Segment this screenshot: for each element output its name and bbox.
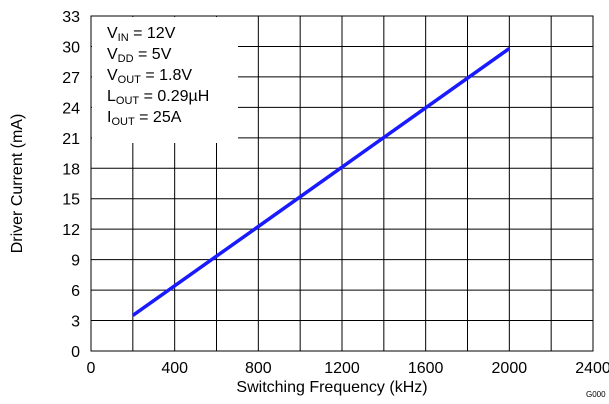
x-tick-label: 2000: [492, 360, 528, 377]
condition-iout: IOUT = 25A: [107, 109, 182, 128]
x-tick-label: 1200: [324, 360, 360, 377]
y-tick-label: 33: [62, 9, 80, 26]
condition-lout: LOUT = 0.29µH: [107, 88, 210, 107]
series-layer: [131, 47, 511, 317]
x-axis-title: Switching Frequency (kHz): [236, 379, 427, 396]
y-tick-label: 6: [71, 283, 80, 300]
x-tick-label: 2400: [575, 360, 609, 377]
y-tick-label: 12: [62, 222, 80, 239]
x-tick-label: 0: [87, 360, 96, 377]
conditions-box: VIN = 12V VDD = 5V VOUT = 1.8V LOUT = 0.…: [92, 17, 238, 143]
x-tick-label: 800: [245, 360, 272, 377]
y-axis-title: Driver Current (mA): [9, 114, 26, 254]
y-tick-label: 27: [62, 70, 80, 87]
figure-id: G000: [586, 390, 606, 399]
series-line: [131, 47, 511, 317]
y-tick-label: 18: [62, 161, 80, 178]
x-tick-label: 400: [161, 360, 188, 377]
y-tick-label: 30: [62, 39, 80, 56]
y-tick-label: 9: [71, 253, 80, 270]
y-tick-label: 21: [62, 131, 80, 148]
y-tick-label: 15: [62, 192, 80, 209]
y-tick-label: 24: [62, 100, 80, 117]
x-tick-label: 1600: [408, 360, 444, 377]
condition-vdd: VDD = 5V: [107, 46, 172, 65]
plot-frame: [90, 15, 594, 352]
condition-vin: VIN = 12V: [107, 25, 176, 44]
tick-labels: 0 400 800 1200 1600 2000 2400 0 3 6 9 12 15 18 21 24 27 3…: [62, 9, 609, 377]
y-tick-label: 0: [71, 344, 80, 361]
y-tick-label: 3: [71, 314, 80, 331]
condition-vout: VOUT = 1.8V: [107, 67, 193, 86]
